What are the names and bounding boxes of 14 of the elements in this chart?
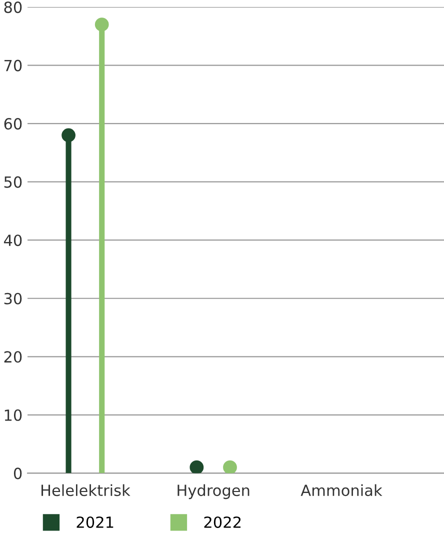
y-tick-label: 70 [4,60,22,72]
legend-label: 2021 [76,516,114,528]
x-tick-label: Ammoniak [300,484,382,496]
y-tick-label: 10 [4,409,22,421]
y-tick-label: 80 [4,2,22,14]
y-tick-label: 30 [4,292,22,304]
y-tick-label: 60 [4,118,22,130]
x-tick-label: Helelektrisk [42,484,130,496]
legend-label: 2022 [204,516,241,528]
y-tick-label: 40 [4,234,22,246]
y-tick-label: 20 [4,351,22,363]
x-tick-label: Hydrogen [178,484,250,500]
y-tick-label: 50 [4,176,22,188]
y-tick-label: 0 [14,468,22,480]
